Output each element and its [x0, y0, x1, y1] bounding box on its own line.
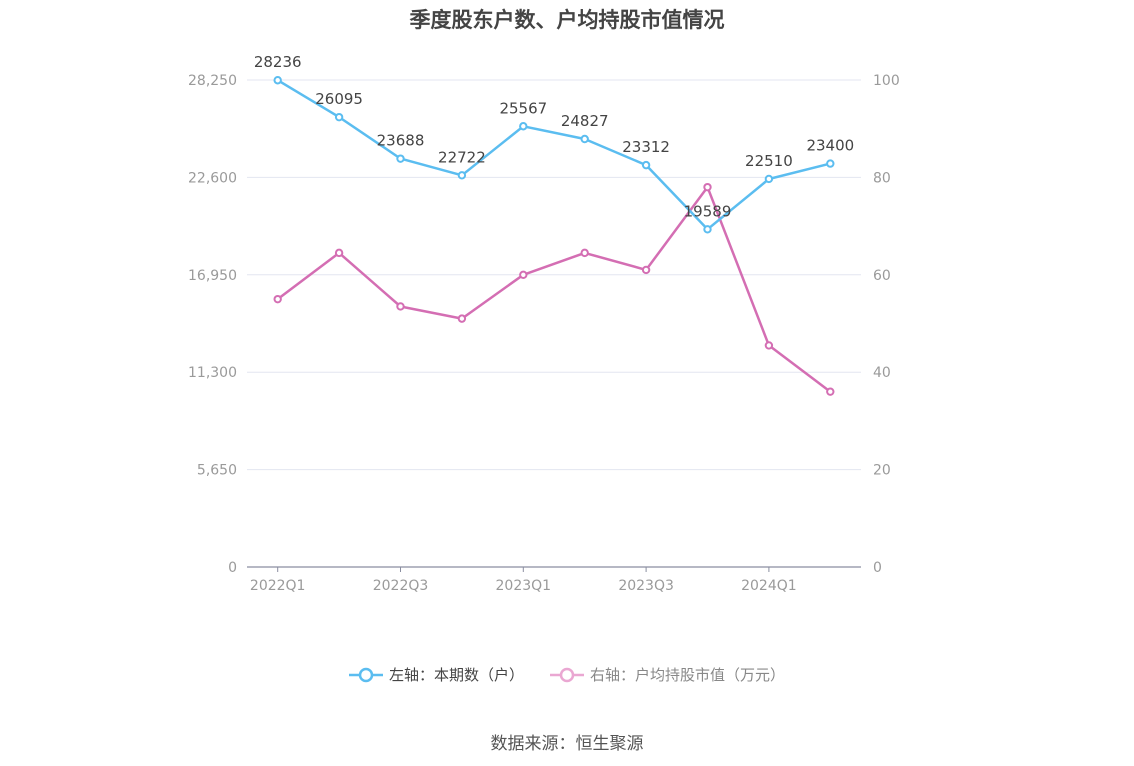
holders-count-point[interactable] — [273, 76, 282, 85]
right-axis-tick-label: 0 — [873, 560, 882, 576]
right-axis-tick-label: 100 — [873, 73, 900, 89]
holders-count-point[interactable] — [764, 174, 774, 184]
x-axis-tick-label: 2022Q3 — [373, 578, 429, 594]
avg-holding-value-point[interactable] — [334, 248, 344, 258]
data-label: 24827 — [561, 112, 609, 130]
holders-count-point[interactable] — [580, 134, 589, 144]
legend: 左轴：本期数（户） 右轴：户均持股市值（万元） — [0, 664, 1134, 685]
left-axis-tick-label: 28,250 — [188, 73, 237, 89]
left-axis-tick-label: 11,300 — [188, 365, 237, 381]
left-axis-tick-label: 22,600 — [188, 170, 237, 186]
data-label: 28236 — [254, 53, 302, 71]
axes: 0 0 5,650 20 11,300 40 16,950 60 22,600 80 28,250 1… — [188, 73, 900, 594]
data-label: 26095 — [315, 90, 363, 108]
data-label: 23312 — [622, 138, 670, 156]
data-label: 25567 — [499, 99, 547, 117]
holders-count-point[interactable] — [396, 154, 405, 163]
legend-label: 右轴：户均持股市值（万元） — [590, 666, 786, 684]
data-label: 23400 — [806, 137, 854, 155]
x-axis-tick-label: 2024Q1 — [741, 578, 797, 594]
avg-holding-value-point[interactable] — [580, 248, 589, 258]
chart-title: 季度股东户数、户均持股市值情况 — [409, 8, 725, 32]
avg-holding-value-point[interactable] — [826, 387, 835, 396]
x-axis-tick-label: 2023Q1 — [496, 578, 552, 594]
legend-swatch-icon — [550, 667, 584, 682]
avg-holding-value-point[interactable] — [396, 302, 405, 311]
avg-holding-value-point[interactable] — [764, 341, 774, 350]
avg-holding-value-point[interactable] — [273, 294, 282, 304]
legend-label: 左轴：本期数（户） — [388, 666, 524, 684]
data-label: 22510 — [745, 152, 793, 170]
left-axis-tick-label: 16,950 — [188, 268, 237, 284]
right-axis-tick-label: 60 — [873, 268, 891, 284]
left-axis-tick-label: 5,650 — [197, 463, 237, 479]
avg-holding-value-point[interactable] — [703, 182, 712, 192]
source-note: 数据来源：恒生聚源 — [490, 734, 644, 754]
right-axis-tick-label: 80 — [873, 170, 891, 186]
avg-holding-value-point[interactable] — [641, 265, 651, 275]
holders-count-point[interactable] — [334, 112, 344, 122]
legend-swatch-icon — [348, 667, 383, 682]
avg-holding-value-point[interactable] — [519, 270, 528, 279]
avg-holding-value-point[interactable] — [457, 314, 467, 323]
holders-count-series-line — [277, 79, 831, 231]
legend-item[interactable]: 左轴：本期数（户） — [348, 664, 524, 685]
holders-count-point[interactable] — [641, 160, 651, 170]
right-axis-tick-label: 20 — [873, 463, 891, 479]
right-axis-tick-label: 40 — [873, 365, 891, 381]
data-label: 23688 — [377, 132, 425, 150]
x-axis-tick-label: 2022Q1 — [250, 578, 306, 594]
data-label: 22722 — [438, 148, 486, 166]
x-axis-tick-label: 2023Q3 — [618, 578, 674, 594]
holders-count-point[interactable] — [826, 159, 835, 168]
series-layer — [273, 76, 835, 396]
holders-count-point[interactable] — [703, 225, 712, 234]
grid-lines — [247, 79, 861, 471]
data-labels: 28236 26095 23688 22722 25567 24827 23312 19589… — [254, 53, 854, 220]
holders-count-point[interactable] — [519, 122, 528, 131]
legend-item[interactable]: 右轴：户均持股市值（万元） — [550, 664, 785, 685]
data-label: 19589 — [684, 202, 732, 220]
left-axis-tick-label: 0 — [228, 560, 237, 576]
avg-holding-value-series-line — [276, 185, 832, 393]
holders-count-point[interactable] — [457, 171, 467, 180]
